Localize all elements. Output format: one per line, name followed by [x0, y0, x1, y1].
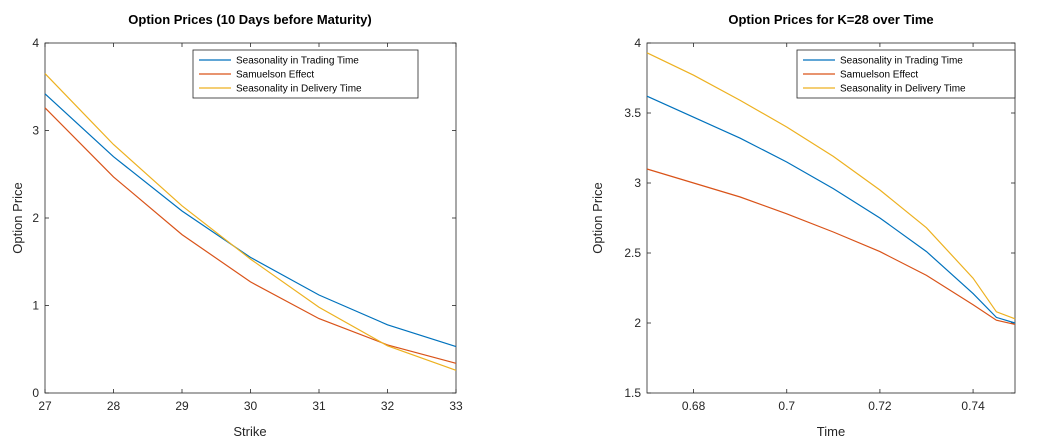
x-tick-label: 29: [175, 399, 189, 413]
x-tick-label: 0.68: [682, 399, 706, 413]
axes-box: [646, 42, 1016, 394]
series-line-1: [646, 95, 1016, 324]
y-tick-label: 3.5: [624, 106, 641, 120]
x-tick-label: 30: [244, 399, 258, 413]
series-line-3: [646, 52, 1016, 320]
x-tick-label: 33: [449, 399, 463, 413]
x-axis-label: Time: [817, 424, 845, 439]
series-line-3: [44, 73, 457, 371]
y-tick-label: 3: [32, 124, 39, 138]
series-line-1: [44, 93, 457, 348]
chart-title: Option Prices for K=28 over Time: [728, 12, 933, 27]
series-line-2: [44, 107, 457, 364]
y-tick-label: 4: [634, 36, 641, 50]
legend-label: Samuelson Effect: [840, 70, 918, 81]
y-tick-label: 0: [32, 386, 39, 400]
x-tick-label: 0.72: [868, 399, 892, 413]
x-tick-label: 28: [107, 399, 121, 413]
x-tick-label: 32: [381, 399, 395, 413]
y-axis-label: Option Price: [10, 182, 25, 254]
legend-label: Seasonality in Delivery Time: [840, 84, 966, 95]
y-tick-label: 4: [32, 36, 39, 50]
y-axis-label: Option Price: [590, 182, 605, 254]
y-tick-label: 2: [634, 316, 641, 330]
y-tick-label: 2: [32, 211, 39, 225]
x-tick-label: 27: [38, 399, 52, 413]
legend-label: Seasonality in Trading Time: [840, 56, 963, 67]
y-tick-label: 1: [32, 299, 39, 313]
series-line-2: [646, 168, 1016, 325]
legend-label: Seasonality in Delivery Time: [236, 84, 362, 95]
legend-label: Seasonality in Trading Time: [236, 56, 359, 67]
chart-strike-prices: Option Prices (10 Days before Maturity) …: [10, 12, 463, 439]
y-tick-label: 3: [634, 176, 641, 190]
y-tick-label: 1.5: [624, 386, 641, 400]
x-tick-label: 0.7: [778, 399, 795, 413]
x-tick-label: 0.74: [961, 399, 985, 413]
chart-k28-over-time: Option Prices for K=28 over Time Time Op…: [590, 12, 1016, 439]
x-tick-label: 31: [312, 399, 326, 413]
x-axis-label: Strike: [233, 424, 266, 439]
legend-label: Samuelson Effect: [236, 70, 314, 81]
chart-title: Option Prices (10 Days before Maturity): [128, 12, 371, 27]
y-tick-label: 2.5: [624, 246, 641, 260]
